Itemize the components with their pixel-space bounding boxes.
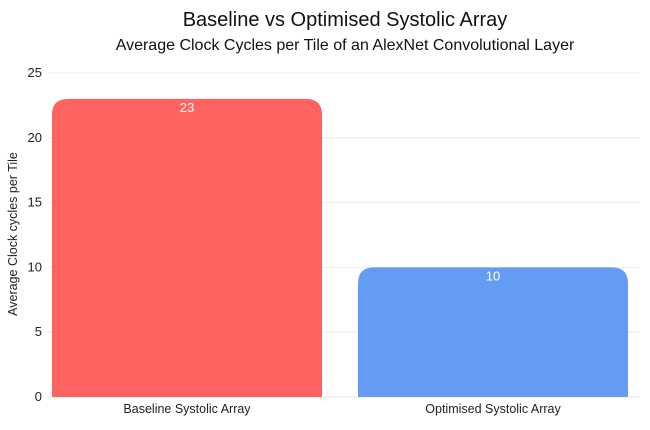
- y-tick-label: 20: [28, 130, 42, 145]
- y-tick-label: 15: [28, 195, 42, 210]
- bar-data-label: 23: [180, 100, 194, 115]
- y-tick-label: 10: [28, 259, 42, 274]
- x-category-label: Optimised Systolic Array: [425, 402, 561, 416]
- chart-title: Baseline vs Optimised Systolic Array: [182, 9, 508, 31]
- x-axis-categories: Baseline Systolic Array Optimised Systoli…: [123, 402, 561, 416]
- bar-1: [52, 98, 322, 398]
- bar-2: [358, 267, 628, 397]
- y-tick-label: 0: [35, 389, 42, 404]
- y-axis-label: Average Clock cycles per Tile: [6, 152, 20, 316]
- chart-subtitle: Average Clock Cycles per Tile of an Alex…: [115, 37, 575, 54]
- bars: 23 10: [52, 98, 628, 398]
- y-axis-ticks: 0 5 10 15 20 25: [28, 65, 42, 404]
- y-tick-label: 5: [35, 324, 42, 339]
- x-category-label: Baseline Systolic Array: [123, 402, 251, 416]
- y-tick-label: 25: [28, 65, 42, 80]
- bar-data-label: 10: [486, 268, 500, 283]
